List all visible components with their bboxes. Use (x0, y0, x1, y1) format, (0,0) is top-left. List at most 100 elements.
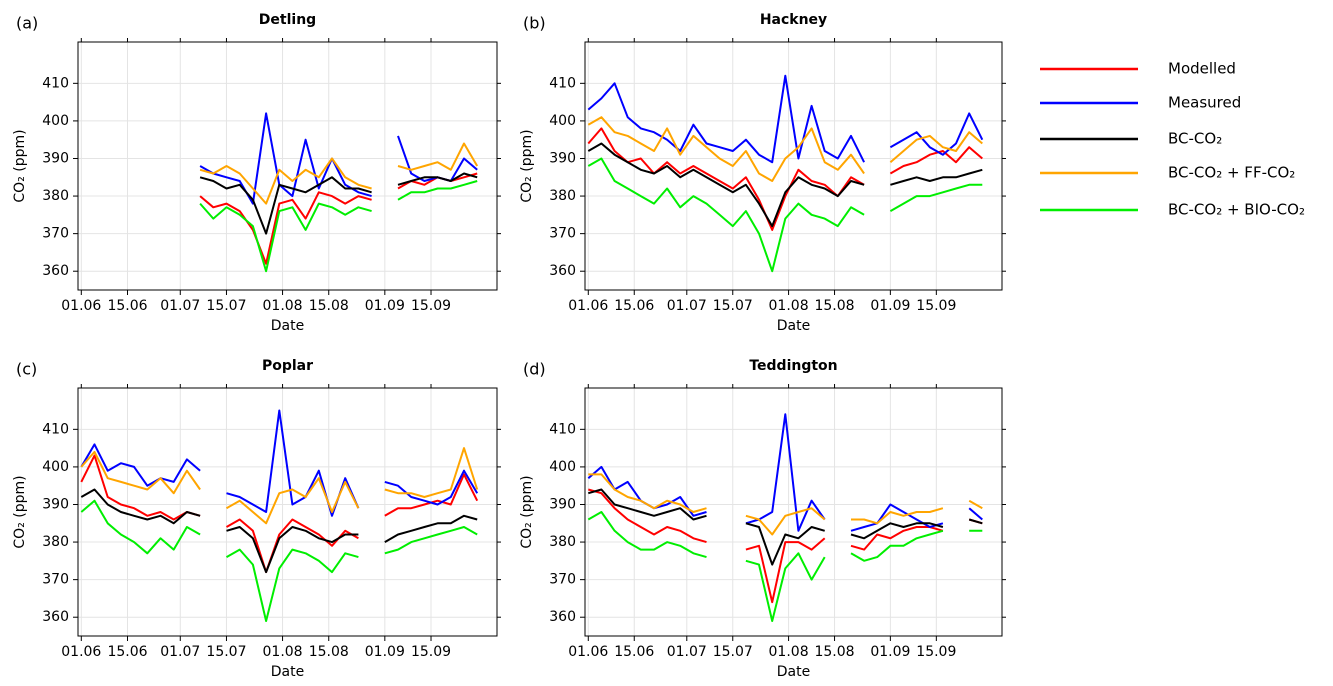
x-tick-label: 01.09 (365, 644, 405, 660)
series-line (587, 511, 983, 622)
x-tick-label: 01.06 (568, 298, 608, 314)
x-axis-label: Date (777, 664, 810, 680)
series-line (80, 447, 479, 525)
x-tick-label: 15.08 (814, 644, 854, 660)
x-tick-label: 15.09 (411, 644, 451, 660)
x-tick-label: 15.06 (614, 298, 654, 314)
y-tick-label: 360 (42, 263, 69, 279)
x-tick-label: 15.06 (107, 298, 147, 314)
x-tick-label: 01.07 (667, 298, 707, 314)
panel-label: (b) (523, 14, 546, 33)
y-tick-label: 390 (549, 150, 576, 166)
x-tick-label: 01.07 (160, 644, 200, 660)
series-line (199, 142, 479, 205)
y-tick-label: 380 (42, 188, 69, 204)
y-tick-label: 410 (42, 421, 69, 437)
y-tick-label: 390 (42, 496, 69, 512)
x-tick-label: 01.06 (61, 298, 101, 314)
legend-label: BC-CO₂ + FF-CO₂ (1168, 164, 1295, 182)
y-tick-label: 370 (549, 226, 576, 242)
x-tick-label: 01.09 (365, 298, 405, 314)
y-tick-label: 400 (549, 113, 576, 129)
y-tick-label: 380 (42, 534, 69, 550)
y-tick-label: 410 (42, 75, 69, 91)
x-tick-label: 15.07 (206, 644, 246, 660)
series-line (199, 172, 478, 235)
x-tick-label: 01.09 (870, 644, 910, 660)
y-tick-label: 400 (42, 459, 69, 475)
x-tick-label: 15.09 (411, 298, 451, 314)
y-tick-label: 360 (549, 263, 576, 279)
y-axis-label: CO₂ (ppm) (519, 475, 535, 548)
x-tick-label: 15.09 (916, 298, 956, 314)
series-line (80, 499, 478, 622)
series-line (587, 157, 983, 273)
x-axis-label: Date (271, 318, 304, 334)
series-line (587, 127, 983, 231)
x-axis-label: Date (271, 664, 304, 680)
plot-frame (77, 41, 498, 291)
series-line (80, 409, 479, 517)
series-line (588, 488, 983, 604)
x-tick-label: 15.09 (916, 644, 956, 660)
y-tick-label: 400 (42, 113, 69, 129)
legend-label: BC-CO₂ (1168, 130, 1222, 148)
y-tick-label: 390 (549, 496, 576, 512)
y-axis-label: CO₂ (ppm) (519, 129, 535, 202)
y-tick-label: 380 (549, 188, 576, 204)
chart-title: Poplar (262, 358, 313, 374)
x-tick-label: 01.08 (263, 298, 303, 314)
x-tick-label: 01.09 (870, 298, 910, 314)
y-tick-label: 410 (549, 421, 576, 437)
x-tick-label: 15.07 (713, 644, 753, 660)
y-tick-label: 390 (42, 150, 69, 166)
chart-title: Detling (259, 12, 316, 28)
x-tick-label: 01.06 (61, 644, 101, 660)
y-tick-label: 360 (549, 609, 576, 625)
x-tick-label: 01.07 (160, 298, 200, 314)
plot-frame (77, 387, 498, 637)
y-tick-label: 370 (549, 572, 576, 588)
x-axis-label: Date (777, 318, 810, 334)
legend-label: BC-CO₂ + BIO-CO₂ (1168, 201, 1305, 219)
plot-frame (584, 41, 1003, 291)
panel-label: (c) (16, 360, 37, 379)
x-tick-label: 15.06 (614, 644, 654, 660)
series-line (80, 454, 479, 574)
legend-label: Modelled (1168, 60, 1236, 78)
panel-label: (d) (523, 360, 546, 379)
series-line (199, 180, 478, 273)
chart-title: Teddington (749, 358, 837, 374)
x-tick-label: 01.08 (769, 644, 809, 660)
series-line (80, 488, 478, 574)
series-line (588, 473, 983, 536)
y-tick-label: 410 (549, 75, 576, 91)
x-tick-label: 01.07 (667, 644, 707, 660)
panel-label: (a) (16, 14, 38, 33)
x-tick-label: 01.08 (263, 644, 303, 660)
x-tick-label: 01.08 (769, 298, 809, 314)
x-tick-label: 15.07 (713, 298, 753, 314)
x-tick-label: 01.06 (568, 644, 608, 660)
y-tick-label: 380 (549, 534, 576, 550)
y-axis-label: CO₂ (ppm) (12, 475, 28, 548)
chart-title: Hackney (760, 12, 827, 28)
x-tick-label: 15.08 (814, 298, 854, 314)
series-line (587, 116, 983, 182)
legend-label: Measured (1168, 94, 1241, 112)
y-tick-label: 370 (42, 572, 69, 588)
y-tick-label: 360 (42, 609, 69, 625)
plot-frame (584, 387, 1003, 637)
x-tick-label: 15.08 (309, 644, 349, 660)
y-tick-label: 370 (42, 226, 69, 242)
series-line (587, 74, 984, 164)
x-tick-label: 15.08 (309, 298, 349, 314)
y-tick-label: 400 (549, 459, 576, 475)
x-tick-label: 15.07 (206, 298, 246, 314)
series-line (588, 488, 983, 566)
x-tick-label: 15.06 (107, 644, 147, 660)
y-axis-label: CO₂ (ppm) (12, 129, 28, 202)
series-line (587, 142, 983, 228)
